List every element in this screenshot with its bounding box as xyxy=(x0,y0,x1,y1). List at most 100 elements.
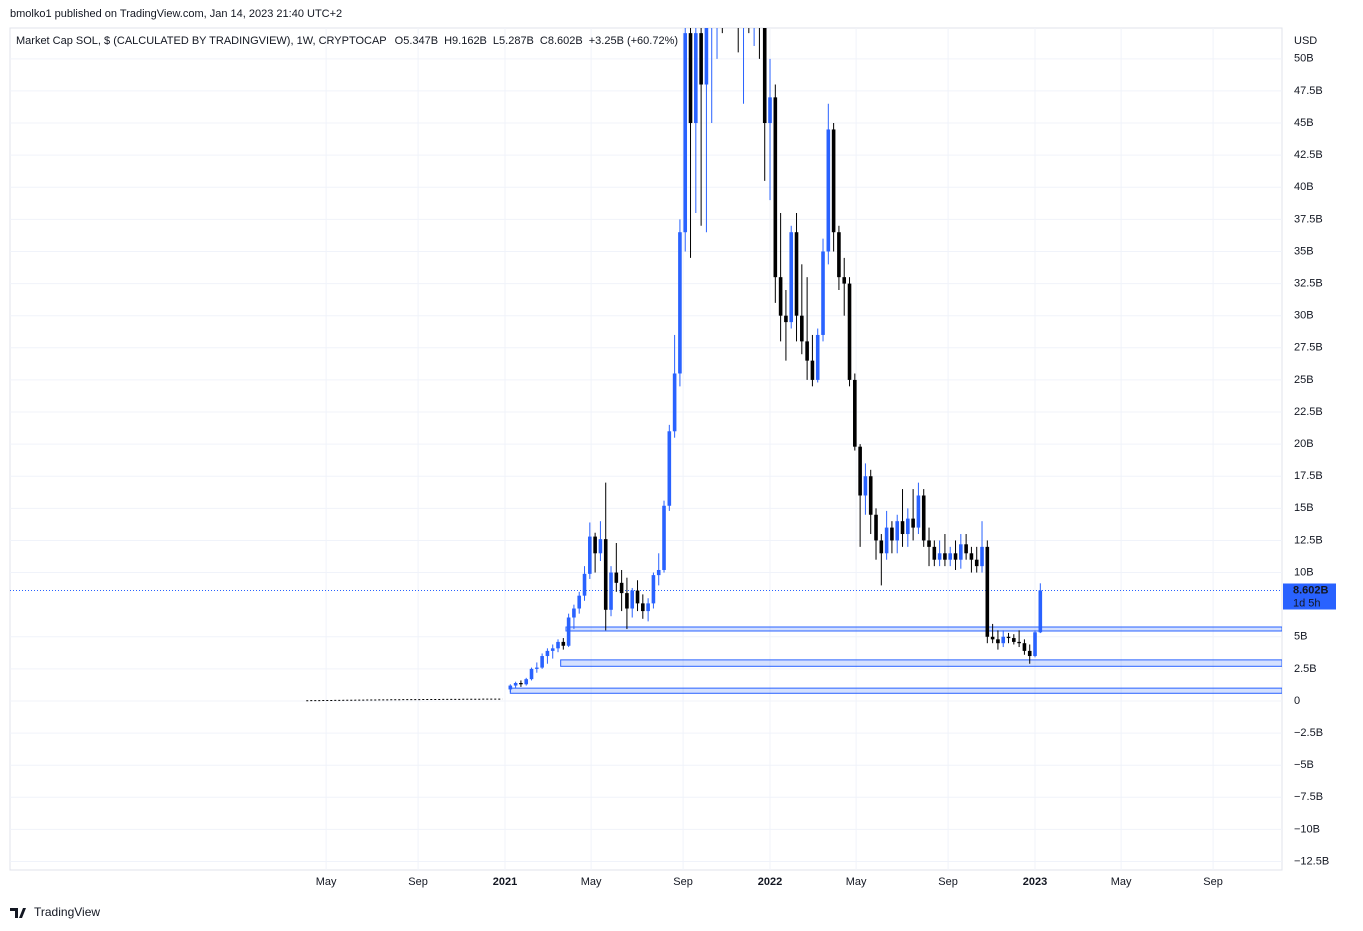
candle-body xyxy=(603,539,608,610)
candle-body xyxy=(863,476,868,496)
candle-body xyxy=(990,636,995,640)
candle-body xyxy=(784,315,788,323)
candle-body xyxy=(1038,590,1043,633)
candle-body xyxy=(625,593,629,609)
candle-body xyxy=(789,232,794,323)
candle-body xyxy=(572,608,576,618)
candle-body xyxy=(937,553,942,560)
candle-body xyxy=(1001,636,1006,644)
candle-body xyxy=(1027,650,1032,657)
y-tick-label: 17.5B xyxy=(1294,470,1323,482)
candle-body xyxy=(974,559,979,567)
candle-body xyxy=(762,28,767,124)
currency: USD xyxy=(1294,35,1317,47)
candle-body xyxy=(630,590,635,609)
zone xyxy=(509,687,1282,694)
candle-body xyxy=(556,641,560,649)
candle-body xyxy=(884,527,889,554)
candle-body xyxy=(561,641,566,646)
y-tick-label: 10B xyxy=(1294,566,1314,578)
candle-body xyxy=(1006,636,1011,639)
x-tick-label: Sep xyxy=(938,876,958,888)
candle-body xyxy=(778,277,783,316)
zone xyxy=(565,626,1282,632)
y-tick-label: 5B xyxy=(1294,631,1307,643)
candle-body xyxy=(842,277,847,284)
candle-body xyxy=(609,572,613,610)
candle-body xyxy=(550,648,555,651)
candle-body xyxy=(853,379,857,447)
ohlc-key: H xyxy=(444,35,452,47)
candle-body xyxy=(858,446,862,496)
y-tick-label: 15B xyxy=(1294,502,1314,514)
x-tick-label: 2022 xyxy=(758,876,782,888)
y-tick-label: 0 xyxy=(1294,695,1300,707)
candle-body xyxy=(768,97,772,124)
x-tick-label: Sep xyxy=(673,876,693,888)
candle-body xyxy=(588,536,592,574)
pre-line xyxy=(306,698,503,702)
candle-body xyxy=(1012,638,1016,642)
candle-body xyxy=(959,544,963,560)
candle-body xyxy=(508,685,513,690)
candle-body xyxy=(805,341,809,361)
y-tick-label: −12.5B xyxy=(1294,855,1329,867)
ohlc-key: L xyxy=(493,35,499,47)
candle-body xyxy=(773,97,778,278)
y-tick-label: −10B xyxy=(1294,823,1320,835)
candle-body xyxy=(821,251,825,335)
candle-body xyxy=(672,373,677,432)
candle-body xyxy=(1033,632,1037,657)
candle-body xyxy=(619,582,624,594)
y-tick-label: 2.5B xyxy=(1294,663,1317,675)
y-tick-label: −7.5B xyxy=(1294,791,1323,803)
x-tick-label: May xyxy=(316,876,337,888)
candle-body xyxy=(874,514,878,541)
x-tick-label: Sep xyxy=(1203,876,1223,888)
y-tick-label: 20B xyxy=(1294,438,1314,450)
candle-body xyxy=(593,536,597,554)
candle-body xyxy=(519,683,523,685)
ohlc-value: 5.347B xyxy=(403,35,438,47)
ohlc-value: 8.602B xyxy=(548,35,583,47)
x-tick-label: Sep xyxy=(408,876,428,888)
candle-body xyxy=(646,603,650,612)
candle-body xyxy=(577,595,582,609)
candle-body xyxy=(890,527,894,541)
candle-body xyxy=(683,33,688,233)
candle-body xyxy=(900,521,905,535)
candle-body xyxy=(943,553,947,560)
candle-body xyxy=(710,0,714,7)
candle-body xyxy=(524,679,529,685)
candle-body xyxy=(699,33,703,85)
candle-body xyxy=(1022,643,1027,651)
candle-body xyxy=(996,639,1000,644)
y-tick-label: 42.5B xyxy=(1294,149,1323,161)
candle-body xyxy=(932,546,937,560)
y-tick-label: 37.5B xyxy=(1294,213,1323,225)
candle-body xyxy=(513,683,518,686)
y-tick-label: −5B xyxy=(1294,759,1314,771)
candle-body xyxy=(662,505,666,570)
last-price-tag xyxy=(1283,583,1336,610)
brand-name: TradingView xyxy=(34,905,100,919)
candle-body xyxy=(635,590,640,604)
y-tick-label: 32.5B xyxy=(1294,277,1323,289)
candle-body xyxy=(980,546,984,567)
candle-body xyxy=(598,539,603,554)
ohlc-key: O xyxy=(395,35,404,47)
candle-body xyxy=(535,667,539,669)
y-tick-label: 12.5B xyxy=(1294,534,1323,546)
brand-logo xyxy=(10,908,26,918)
candle-body xyxy=(927,540,931,547)
candle-body xyxy=(688,33,693,124)
y-tick-label: 27.5B xyxy=(1294,342,1323,354)
candle-body xyxy=(656,569,661,576)
last-price-label: 8.602B xyxy=(1293,584,1329,596)
candle-body xyxy=(964,544,968,554)
candle-body xyxy=(879,540,884,554)
y-tick-label: 47.5B xyxy=(1294,85,1323,97)
candle-body xyxy=(545,650,550,657)
candle-body xyxy=(1017,641,1021,644)
